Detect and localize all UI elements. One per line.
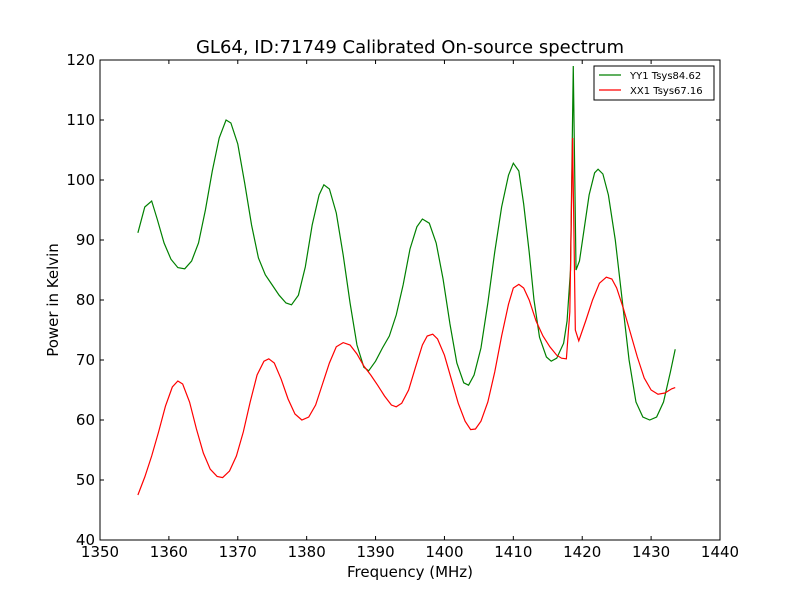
series-line-1 — [137, 65, 676, 421]
y-tick-label: 70 — [76, 351, 95, 369]
plot-area — [99, 59, 721, 541]
series-line-2 — [137, 137, 676, 496]
legend: YY1 Tsys84.62 XX1 Tsys67.16 — [593, 65, 715, 101]
y-tick-label: 50 — [76, 471, 95, 489]
x-axis-label: Frequency (MHz) — [347, 563, 473, 581]
y-tick-label: 120 — [66, 51, 95, 69]
y-ticks: 40 50 60 70 80 90 100 110 120 — [66, 51, 720, 549]
x-tick-label: 1420 — [563, 543, 601, 561]
x-tick-label: 1410 — [494, 543, 532, 561]
x-tick-label: 1380 — [288, 543, 326, 561]
x-tick-label: 1440 — [701, 543, 739, 561]
y-axis-label: Power in Kelvin — [44, 243, 62, 357]
x-ticks: 1350 1360 1370 1380 1390 1400 1410 1420 1430 1440 — [81, 60, 739, 561]
x-tick-label: 1350 — [81, 543, 119, 561]
x-tick-label: 1360 — [150, 543, 188, 561]
legend-label-1: YY1 Tsys84.62 — [629, 71, 701, 82]
legend-box — [593, 65, 715, 101]
chart-title: GL64, ID:71749 Calibrated On-source spec… — [196, 37, 624, 58]
y-tick-label: 100 — [66, 171, 95, 189]
y-tick-label: 90 — [76, 231, 95, 249]
legend-label-2: XX1 Tsys67.16 — [630, 86, 703, 97]
x-tick-label: 1390 — [356, 543, 394, 561]
x-tick-label: 1370 — [219, 543, 257, 561]
x-tick-label: 1400 — [425, 543, 463, 561]
x-tick-label: 1430 — [632, 543, 670, 561]
y-tick-label: 80 — [76, 291, 95, 309]
y-tick-label: 60 — [76, 411, 95, 429]
y-tick-label: 110 — [66, 111, 95, 129]
y-tick-label: 40 — [76, 531, 95, 549]
axes-frame — [99, 59, 721, 541]
